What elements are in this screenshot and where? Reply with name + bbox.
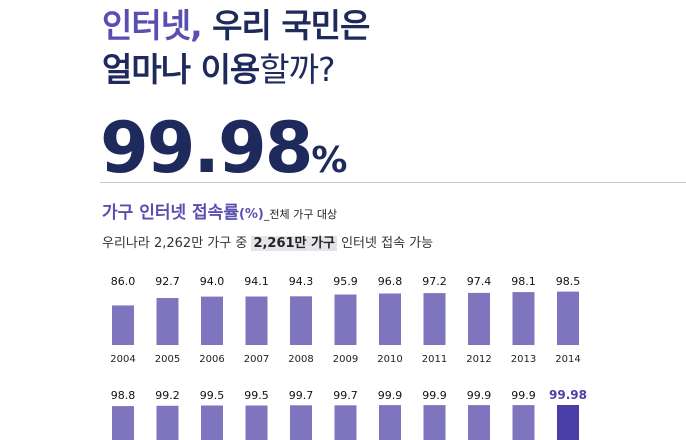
year-label: 2013 <box>511 354 536 365</box>
big-number-unit: % <box>311 140 348 181</box>
headline-tail: 할까? <box>259 50 335 89</box>
desc-after: 인터넷 접속 가능 <box>336 236 434 251</box>
bar-2-1 <box>112 406 134 440</box>
headline-line-1: 인터넷, 우리 국민은 <box>102 6 370 46</box>
value-label: 99.98 <box>549 388 587 402</box>
bar-2-8 <box>423 405 446 440</box>
desc-before: 우리나라 2,262만 가구 중 <box>102 236 252 251</box>
bar-2-6 <box>334 405 357 440</box>
year-label: 2008 <box>288 354 313 365</box>
bar-1-10 <box>512 292 535 345</box>
year-label: 2014 <box>555 354 580 365</box>
subtitle-note: _전체 가구 대상 <box>263 208 338 221</box>
value-label: 99.9 <box>422 389 447 402</box>
year-label: 2009 <box>333 354 358 365</box>
bar-1-8 <box>423 293 446 345</box>
year-label: 2004 <box>110 354 135 365</box>
value-label: 96.8 <box>378 275 403 288</box>
bar-1-4 <box>245 296 268 345</box>
value-label: 99.7 <box>289 389 314 402</box>
bar-1-11 <box>557 291 579 345</box>
value-label: 98.5 <box>556 275 581 288</box>
value-label: 99.5 <box>244 389 269 402</box>
bar-2-3 <box>201 405 223 440</box>
bar-2-5 <box>290 405 312 440</box>
value-label: 86.0 <box>111 275 136 288</box>
value-label: 94.1 <box>244 275 269 288</box>
bar-1-5 <box>290 296 312 345</box>
chart-subtitle: 가구 인터넷 접속률(%)_전체 가구 대상 <box>102 198 337 223</box>
value-label: 94.0 <box>200 275 225 288</box>
big-number-value: 99.98 <box>100 107 313 189</box>
year-label: 2007 <box>244 354 269 365</box>
bar-2-11 <box>557 405 579 440</box>
value-label: 98.8 <box>111 389 136 402</box>
value-label: 95.9 <box>333 275 358 288</box>
value-label: 99.9 <box>378 389 403 402</box>
headline-line-2: 얼마나 이용할까? <box>102 50 336 90</box>
year-label: 2011 <box>422 354 447 365</box>
value-label: 97.2 <box>422 275 447 288</box>
value-label: 92.7 <box>155 275 180 288</box>
bar-1-2 <box>156 298 179 345</box>
year-label: 2012 <box>466 354 491 365</box>
bar-1-1 <box>112 305 134 345</box>
bar-2-2 <box>156 405 179 440</box>
bar-2-7 <box>379 405 401 440</box>
value-label: 98.1 <box>511 275 536 288</box>
value-label: 97.4 <box>467 275 492 288</box>
headline-highlight: 인터넷, <box>102 6 203 45</box>
chart-description: 우리나라 2,262만 가구 중 2,261만 가구 인터넷 접속 가능 <box>102 232 433 251</box>
desc-highlight: 2,261만 가구 <box>251 236 337 251</box>
value-label: 99.9 <box>511 389 536 402</box>
bar-1-9 <box>468 292 490 345</box>
bar-1-6 <box>334 294 357 345</box>
bar-1-3 <box>201 296 223 345</box>
big-percentage: 99.98% <box>100 108 348 201</box>
value-label: 99.2 <box>155 389 180 402</box>
bar-2-4 <box>245 405 268 440</box>
headline-rest: 우리 국민은 <box>201 6 370 45</box>
value-label: 99.9 <box>467 389 492 402</box>
year-label: 2010 <box>377 354 402 365</box>
year-label: 2006 <box>199 354 224 365</box>
year-label: 2005 <box>155 354 180 365</box>
value-label: 99.7 <box>333 389 358 402</box>
subtitle-main: 가구 인터넷 접속률 <box>102 203 239 223</box>
bar-2-10 <box>512 405 535 440</box>
bar-1-7 <box>379 293 401 345</box>
headline-bold: 얼마나 이용 <box>102 50 260 89</box>
value-label: 94.3 <box>289 275 314 288</box>
value-label: 99.5 <box>200 389 225 402</box>
subtitle-unit: (%) <box>238 207 264 222</box>
bar-2-9 <box>468 405 490 440</box>
divider <box>100 182 686 183</box>
